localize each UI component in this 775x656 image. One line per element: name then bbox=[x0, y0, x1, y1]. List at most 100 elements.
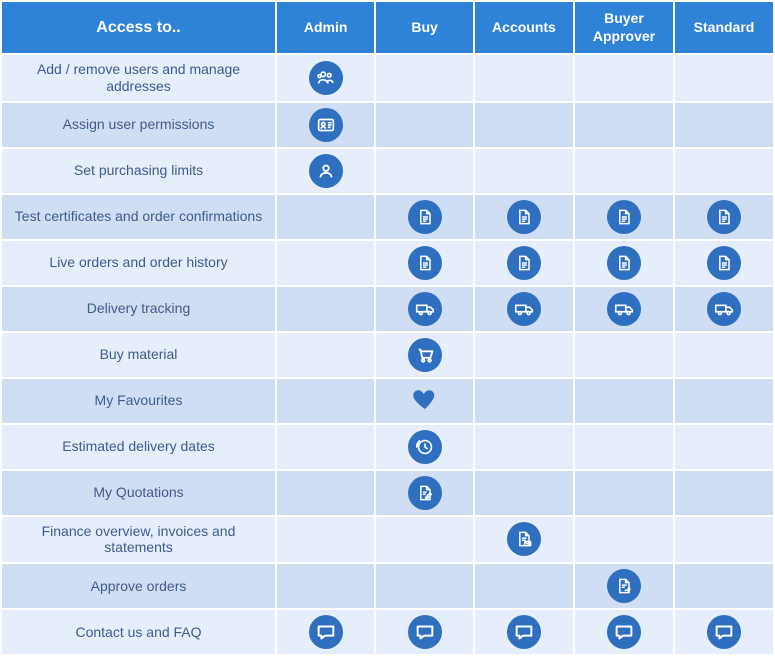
permission-cell bbox=[277, 195, 374, 239]
truck-icon bbox=[408, 292, 442, 326]
permission-cell bbox=[675, 471, 773, 515]
permission-cell bbox=[575, 333, 673, 377]
permission-cell bbox=[675, 149, 773, 193]
row-label: Contact us and FAQ bbox=[2, 610, 275, 654]
permission-cell bbox=[475, 55, 573, 101]
document-mail-icon bbox=[507, 522, 541, 556]
permission-cell bbox=[376, 103, 473, 147]
permission-cell bbox=[376, 241, 473, 285]
permission-cell bbox=[277, 241, 374, 285]
permission-cell bbox=[277, 149, 374, 193]
permission-cell bbox=[575, 149, 673, 193]
document-icon bbox=[408, 246, 442, 280]
row-label: Test certificates and order confirmation… bbox=[2, 195, 275, 239]
document-approve-icon bbox=[607, 569, 641, 603]
permission-cell bbox=[675, 333, 773, 377]
table-row: Add / remove users and manage addresses bbox=[2, 55, 773, 101]
id-card-icon bbox=[309, 108, 343, 142]
permission-cell bbox=[675, 517, 773, 563]
permission-cell bbox=[675, 564, 773, 608]
clock-history-icon bbox=[408, 430, 442, 464]
permission-cell bbox=[575, 425, 673, 469]
chat-bubble-icon bbox=[408, 615, 442, 649]
permission-cell bbox=[376, 149, 473, 193]
permission-cell bbox=[475, 379, 573, 423]
row-label: Set purchasing limits bbox=[2, 149, 275, 193]
row-label: Buy material bbox=[2, 333, 275, 377]
truck-icon bbox=[507, 292, 541, 326]
row-label: Live orders and order history bbox=[2, 241, 275, 285]
column-header-accounts: Accounts bbox=[475, 2, 573, 53]
permission-cell bbox=[376, 287, 473, 331]
permission-cell bbox=[277, 610, 374, 654]
table-row: Contact us and FAQ bbox=[2, 610, 773, 654]
permission-cell bbox=[376, 517, 473, 563]
permission-cell bbox=[675, 610, 773, 654]
truck-icon bbox=[607, 292, 641, 326]
permission-cell bbox=[575, 287, 673, 331]
table-row: Test certificates and order confirmation… bbox=[2, 195, 773, 239]
permission-cell bbox=[376, 55, 473, 101]
permission-cell bbox=[475, 287, 573, 331]
permission-cell bbox=[475, 195, 573, 239]
permission-cell bbox=[575, 517, 673, 563]
permission-cell bbox=[277, 517, 374, 563]
users-icon bbox=[309, 61, 343, 95]
chat-bubble-icon bbox=[607, 615, 641, 649]
permission-cell bbox=[475, 564, 573, 608]
row-label: Approve orders bbox=[2, 564, 275, 608]
permission-cell bbox=[376, 610, 473, 654]
column-header-admin: Admin bbox=[277, 2, 374, 53]
permission-cell bbox=[675, 379, 773, 423]
document-icon bbox=[507, 200, 541, 234]
permission-cell bbox=[575, 55, 673, 101]
row-label: Finance overview, invoices and statement… bbox=[2, 517, 275, 563]
permission-cell bbox=[675, 241, 773, 285]
permission-cell bbox=[675, 287, 773, 331]
permission-cell bbox=[376, 333, 473, 377]
column-header-buyer-approver: Buyer Approver bbox=[575, 2, 673, 53]
permission-cell bbox=[376, 425, 473, 469]
permission-cell bbox=[575, 610, 673, 654]
table-row: Finance overview, invoices and statement… bbox=[2, 517, 773, 563]
permission-cell bbox=[575, 564, 673, 608]
permission-cell bbox=[675, 195, 773, 239]
permission-cell bbox=[277, 471, 374, 515]
table-header-row: Access to.. Admin Buy Accounts Buyer App… bbox=[2, 2, 773, 53]
permission-cell bbox=[575, 379, 673, 423]
permission-cell bbox=[376, 471, 473, 515]
document-icon bbox=[607, 200, 641, 234]
document-icon bbox=[607, 246, 641, 280]
heart-icon bbox=[408, 382, 442, 416]
permission-cell bbox=[277, 379, 374, 423]
column-header-buy: Buy bbox=[376, 2, 473, 53]
permission-cell bbox=[475, 471, 573, 515]
permission-cell bbox=[475, 610, 573, 654]
table-row: My Favourites bbox=[2, 379, 773, 423]
permission-cell bbox=[277, 103, 374, 147]
cart-icon bbox=[408, 338, 442, 372]
permission-cell bbox=[277, 564, 374, 608]
row-label: My Favourites bbox=[2, 379, 275, 423]
document-icon bbox=[707, 246, 741, 280]
table-row: Buy material bbox=[2, 333, 773, 377]
permission-cell bbox=[475, 333, 573, 377]
permission-cell bbox=[277, 333, 374, 377]
permission-cell bbox=[376, 564, 473, 608]
permission-cell bbox=[475, 103, 573, 147]
permission-cell bbox=[575, 471, 673, 515]
permission-cell bbox=[277, 287, 374, 331]
table-row: My Quotations bbox=[2, 471, 773, 515]
table-row: Live orders and order history bbox=[2, 241, 773, 285]
document-edit-icon bbox=[408, 476, 442, 510]
table-row: Estimated delivery dates bbox=[2, 425, 773, 469]
permission-cell bbox=[277, 425, 374, 469]
permissions-table: Access to.. Admin Buy Accounts Buyer App… bbox=[0, 0, 775, 656]
chat-bubble-icon bbox=[309, 615, 343, 649]
table-row: Approve orders bbox=[2, 564, 773, 608]
row-label: Delivery tracking bbox=[2, 287, 275, 331]
column-header-standard: Standard bbox=[675, 2, 773, 53]
permission-cell bbox=[475, 517, 573, 563]
permission-cell bbox=[675, 55, 773, 101]
truck-icon bbox=[707, 292, 741, 326]
